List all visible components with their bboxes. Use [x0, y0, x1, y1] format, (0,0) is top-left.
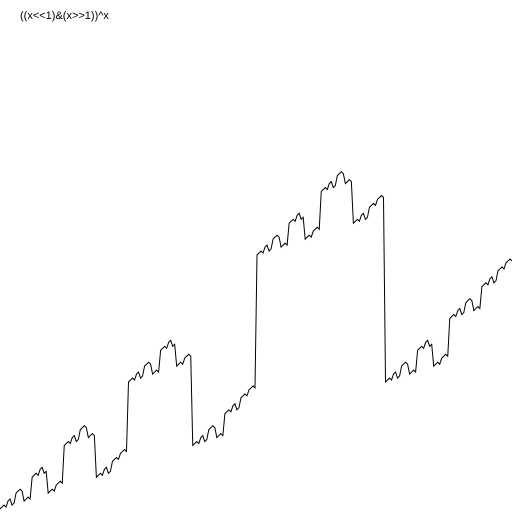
- series-line-0: [0, 170, 512, 510]
- series-layer: [0, 170, 512, 510]
- chart-title: ((x<<1)&(x>>1))^x: [20, 10, 109, 22]
